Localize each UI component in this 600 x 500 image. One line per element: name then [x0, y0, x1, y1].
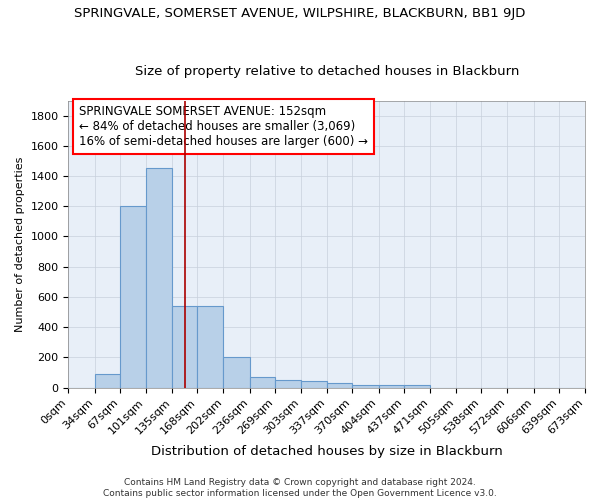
Bar — [379, 386, 404, 388]
Bar — [223, 358, 250, 388]
Bar — [146, 168, 172, 388]
Bar — [120, 206, 146, 388]
Bar — [250, 377, 275, 388]
Bar — [301, 381, 327, 388]
Bar — [275, 380, 301, 388]
Bar — [95, 374, 120, 388]
Y-axis label: Number of detached properties: Number of detached properties — [15, 156, 25, 332]
Bar — [352, 384, 379, 388]
Text: SPRINGVALE, SOMERSET AVENUE, WILPSHIRE, BLACKBURN, BB1 9JD: SPRINGVALE, SOMERSET AVENUE, WILPSHIRE, … — [74, 8, 526, 20]
Title: Size of property relative to detached houses in Blackburn: Size of property relative to detached ho… — [134, 66, 519, 78]
Text: Contains HM Land Registry data © Crown copyright and database right 2024.
Contai: Contains HM Land Registry data © Crown c… — [103, 478, 497, 498]
Bar — [404, 386, 430, 388]
Bar — [327, 383, 352, 388]
Bar — [197, 306, 223, 388]
X-axis label: Distribution of detached houses by size in Blackburn: Distribution of detached houses by size … — [151, 444, 503, 458]
Text: SPRINGVALE SOMERSET AVENUE: 152sqm
← 84% of detached houses are smaller (3,069)
: SPRINGVALE SOMERSET AVENUE: 152sqm ← 84%… — [79, 105, 368, 148]
Bar — [172, 306, 197, 388]
